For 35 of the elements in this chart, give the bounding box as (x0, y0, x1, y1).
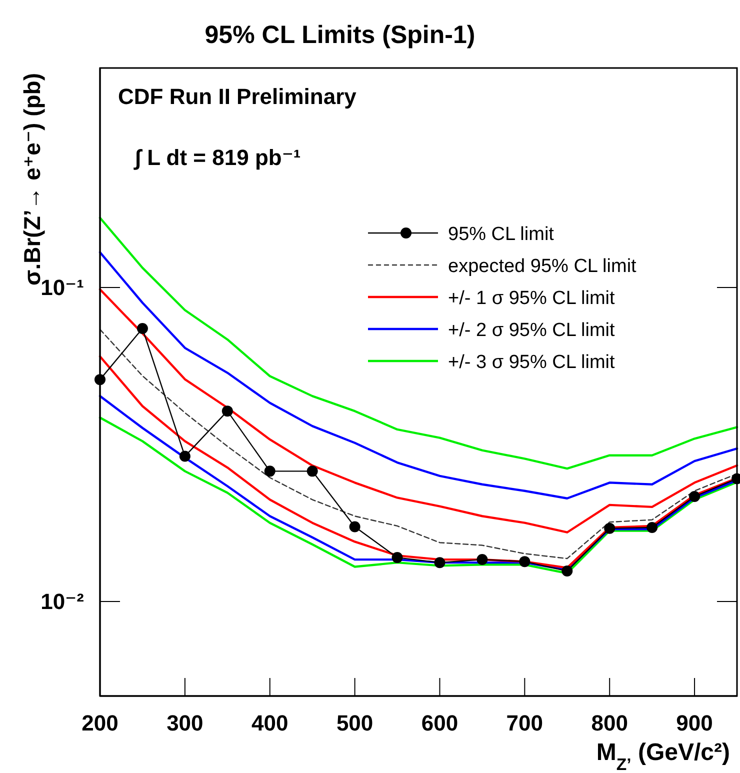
legend-label: +/- 1 σ 95% CL limit (448, 288, 616, 309)
point (434, 557, 446, 568)
point (136, 323, 148, 334)
x-tick-label: 500 (336, 710, 374, 736)
point (476, 554, 488, 566)
point (562, 566, 573, 577)
point (392, 552, 403, 564)
x-axis-title: M$_{Z’}$ (GeV/c²) (596, 739, 730, 773)
x-tick-label: 900 (676, 710, 713, 736)
x-tick-label: 300 (166, 710, 204, 736)
legend-label: +/- 3 σ 95% CL limit (448, 352, 616, 373)
line-series (98, 216, 738, 470)
legend-label: expected 95% CL limit (448, 256, 638, 277)
legend-label: +/- 2 σ 95% CL limit (448, 320, 616, 341)
point (689, 490, 700, 502)
x-tick-label: 800 (591, 710, 628, 736)
chart-title: 95% CL Limits (Spin-1) (204, 21, 476, 49)
x-tick-label: 700 (506, 710, 544, 736)
annotation: CDF Run II Preliminary (118, 84, 358, 109)
line-series (98, 288, 738, 534)
point (646, 522, 658, 534)
x-tick-label: 400 (252, 710, 288, 736)
x-tick-label: 600 (421, 710, 458, 736)
annotation: ∫ L dt = 819 pb⁻¹ (133, 145, 301, 170)
point (604, 522, 616, 534)
point (306, 466, 318, 477)
x-tick-label: 200 (82, 710, 118, 736)
line-series (98, 251, 738, 500)
point (349, 521, 360, 532)
point (179, 450, 190, 462)
legend-label: 95% CL limit (448, 224, 555, 245)
point (519, 556, 530, 568)
point (264, 466, 276, 477)
y-tick-label: 10⁻² (40, 588, 84, 614)
point (222, 406, 233, 417)
